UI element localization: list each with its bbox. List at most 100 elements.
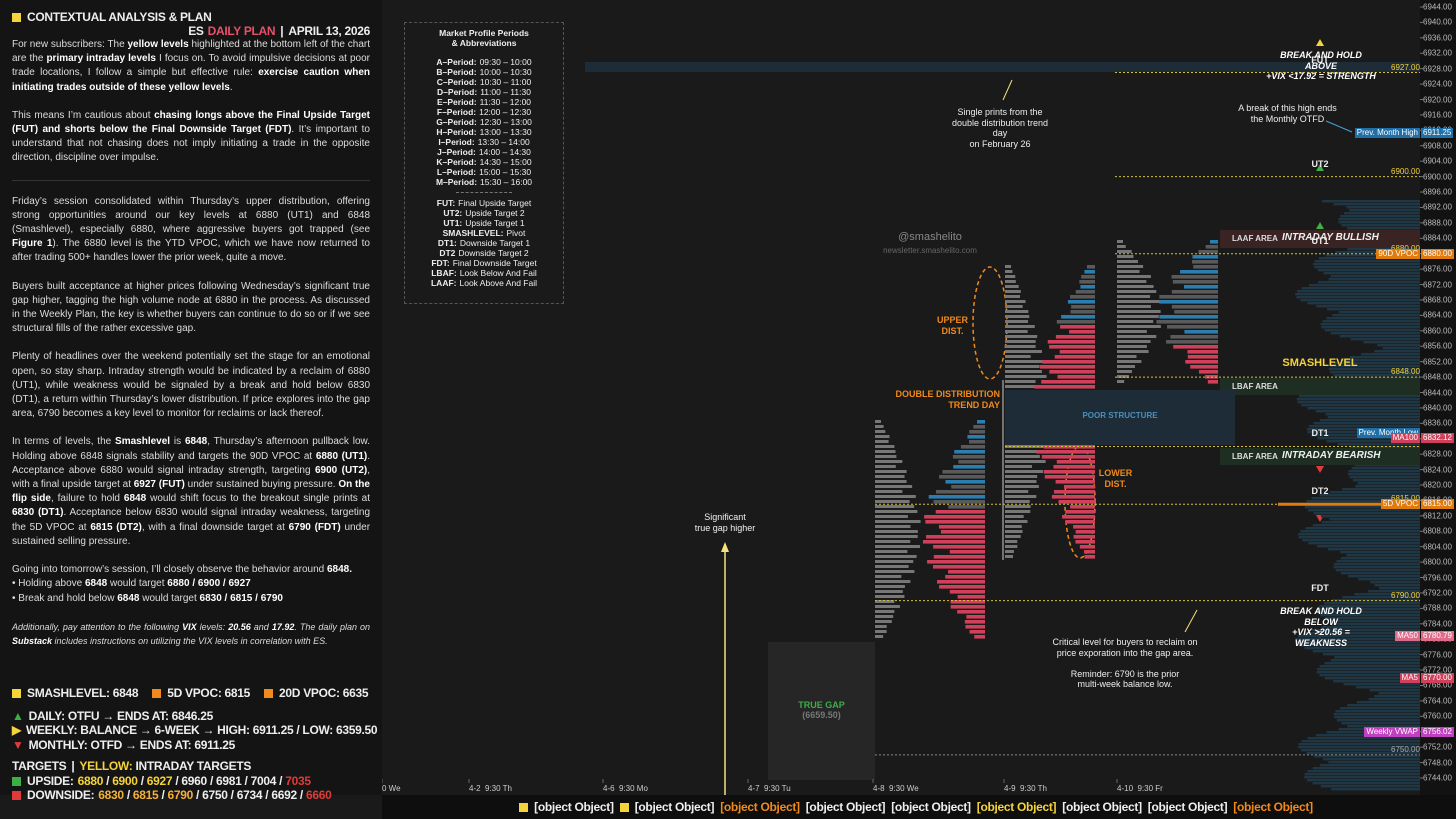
tpo-volume xyxy=(1079,545,1095,549)
footer-item: [object Object] xyxy=(805,800,886,814)
legend-row: F–Period: 12:00 – 12:30 xyxy=(405,107,563,117)
volume-profile-bar xyxy=(1340,215,1420,218)
tpo-letters xyxy=(875,510,918,513)
legend-row: J–Period: 14:00 – 14:30 xyxy=(405,147,563,157)
tpo-letters xyxy=(875,560,914,563)
timeframe: ▼ MONTHLY: OTFD → ENDS AT: 6911.25 xyxy=(12,738,372,753)
text-run: This means I’m cautious about xyxy=(12,109,155,121)
tpo-volume xyxy=(974,635,985,639)
tpo-volume xyxy=(945,480,985,484)
tpo-volume xyxy=(1070,295,1095,299)
volume-profile-bar xyxy=(1333,680,1420,683)
x-tick-label: 4-2 9:30 Th xyxy=(469,784,512,793)
text-run: Smashlevel xyxy=(115,436,171,448)
level-name: SMASHLEVEL xyxy=(1282,357,1358,370)
tpo-letters xyxy=(1117,245,1126,248)
text-run: yellow levels xyxy=(127,39,189,50)
volume-profile-bar xyxy=(1347,725,1420,728)
target-value: 6734 xyxy=(236,788,263,802)
volume-profile-bar xyxy=(1334,716,1420,719)
target-value: 6880 xyxy=(77,773,104,788)
volume-profile-bar xyxy=(1319,764,1420,767)
volume-profile-bar xyxy=(1354,464,1420,467)
volume-profile-bar xyxy=(1311,629,1420,632)
legend-key: SMASHLEVEL: xyxy=(442,228,504,238)
target-value: 6981 xyxy=(216,773,242,788)
text-run: Additionally, pay attention to the follo… xyxy=(12,621,183,632)
y-tick-label: 6772.00 xyxy=(1423,665,1452,675)
tpo-volume xyxy=(942,470,985,474)
tpo-volume xyxy=(927,560,985,564)
volume-profile-bar xyxy=(1324,677,1420,680)
volume-profile-bar xyxy=(1319,419,1420,422)
tpo-volume xyxy=(1057,375,1095,379)
legend-value: Look Below And Fail xyxy=(459,268,537,278)
volume-profile-bar xyxy=(1358,578,1420,581)
paragraph: For new subscribers: The yellow levels h… xyxy=(12,38,370,95)
text-run: 17.92 xyxy=(271,621,295,632)
tpo-letters xyxy=(1117,320,1154,323)
paragraph: Plenty of headlines over the weekend pot… xyxy=(12,350,370,421)
timeframes: ▲ DAILY: OTFU → ENDS AT: 6846.25 ▶ WEEKLY: … xyxy=(12,709,378,753)
text-run: 6900 (UT2) xyxy=(314,464,368,476)
volume-profile-bar xyxy=(1349,476,1420,479)
tpo-letters xyxy=(1117,275,1151,278)
tpo-volume xyxy=(1184,285,1218,289)
zone xyxy=(768,642,875,780)
tpo-volume xyxy=(1075,530,1095,534)
volume-profile-bar xyxy=(1335,710,1420,713)
volume-profile-bar xyxy=(1374,350,1420,353)
volume-profile-bar xyxy=(1330,332,1420,335)
text-run: 6848 xyxy=(184,436,208,448)
tpo-volume xyxy=(965,625,985,629)
legend-row: FDT: Final Downside Target xyxy=(405,258,563,268)
y-tick-label: 6796.00 xyxy=(1423,573,1452,583)
tpo-volume xyxy=(935,510,985,514)
tpo-volume xyxy=(1056,460,1095,464)
text-run: , with a final upside target at xyxy=(12,464,370,491)
legend-row: C–Period: 10:30 – 11:00 xyxy=(405,77,563,87)
legend-key: F–Period: xyxy=(436,107,477,117)
tpo-volume xyxy=(1056,320,1095,324)
x-tick-label: 4-8 9:30 We xyxy=(873,784,919,793)
volume-profile-bar xyxy=(1322,320,1420,323)
volume-profile-bar xyxy=(1348,470,1420,473)
y-tick-label: 6744.00 xyxy=(1423,773,1452,783)
tpo-volume xyxy=(1171,290,1218,294)
zone-note: (6659.50) xyxy=(802,710,841,720)
zone xyxy=(1220,230,1420,248)
tpo-letters xyxy=(1117,380,1125,383)
volume-profile-bar xyxy=(1297,290,1420,293)
volume-profile-bar xyxy=(1298,743,1420,746)
tag-price: 6770.00 xyxy=(1421,672,1454,683)
volume-profile-bar xyxy=(1307,302,1420,305)
tpo-volume xyxy=(1062,515,1095,519)
tpo-volume xyxy=(969,430,985,434)
timeframe-text: WEEKLY: BALANCE → 6-WEEK → HIGH: 6911.25… xyxy=(25,723,378,737)
text-run: 6848 xyxy=(117,592,140,604)
tpo-volume xyxy=(1184,330,1218,334)
tpo-volume xyxy=(924,515,985,519)
zone-label: TRUE GAP (6659.50) xyxy=(798,700,845,720)
tpo-volume xyxy=(1059,350,1095,354)
legend-row: I–Period: 13:30 – 14:00 xyxy=(405,137,563,147)
legend-row: B–Period: 10:00 – 10:30 xyxy=(405,67,563,77)
text-run: Substack xyxy=(12,635,53,646)
tpo-volume xyxy=(1049,345,1095,349)
tpo-volume xyxy=(1036,450,1095,454)
tpo-volume xyxy=(1180,270,1218,274)
zone-name: LAAF AREA xyxy=(1232,234,1278,243)
tpo-volume xyxy=(1071,305,1095,309)
y-tick-label: 6824.00 xyxy=(1423,465,1452,475)
legend-row: K–Period: 14:30 – 15:00 xyxy=(405,157,563,167)
tpo-letters xyxy=(875,595,905,598)
tpo-letters xyxy=(875,625,887,628)
legend-value: 12:00 – 12:30 xyxy=(479,107,532,117)
tpo-volume xyxy=(1173,345,1218,349)
x-tick-label: 4-9 9:30 Th xyxy=(1004,784,1047,793)
volume-profile-bar xyxy=(1304,773,1420,776)
tpo-letters xyxy=(875,495,916,498)
tpo-letters xyxy=(875,575,902,578)
annotation: LOWER DIST. xyxy=(1098,468,1133,489)
